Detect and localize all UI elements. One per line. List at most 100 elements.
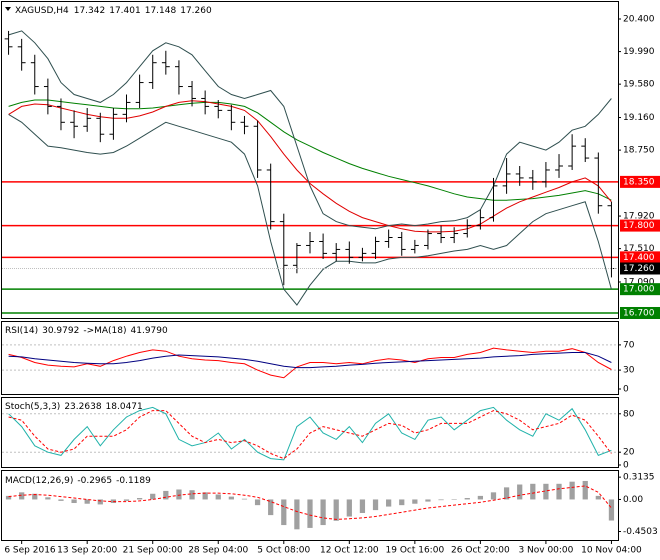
histogram-bar bbox=[97, 499, 103, 505]
stoch-header: Stoch(5,3,3) 23.2638 18.0471 bbox=[5, 402, 143, 412]
histogram-bar bbox=[281, 499, 287, 526]
stoch-signal-value: 18.0471 bbox=[106, 402, 143, 412]
level-tag bbox=[620, 175, 660, 188]
histogram-bar bbox=[608, 499, 615, 521]
x-tick-label: 28 Sep 04:00 bbox=[188, 546, 248, 556]
x-tick-label: 10 Nov 04:00 bbox=[581, 546, 642, 556]
level-label: 17.000 bbox=[623, 285, 655, 295]
x-tick-label: 12 Oct 12:00 bbox=[320, 546, 379, 556]
level-tag bbox=[620, 306, 660, 319]
menu-triangle bbox=[5, 7, 11, 11]
histogram-bar bbox=[346, 499, 352, 517]
histogram-bar bbox=[386, 499, 392, 507]
histogram-bar bbox=[464, 498, 470, 500]
x-tick-label: 19 Oct 16:00 bbox=[386, 546, 445, 556]
y-tick-label: 70 bbox=[623, 340, 635, 350]
histogram-bar bbox=[32, 493, 38, 500]
x-tick-label: 5 Oct 08:00 bbox=[257, 546, 310, 556]
histogram-bar bbox=[530, 483, 536, 500]
histogram-bar bbox=[307, 499, 313, 528]
y-tick-label: 20 bbox=[623, 448, 635, 458]
main-frame bbox=[1, 1, 619, 319]
y-tick-label: 19.580 bbox=[623, 80, 655, 90]
histogram-bar bbox=[451, 499, 457, 500]
indicator-line bbox=[8, 113, 612, 306]
histogram-bar bbox=[359, 499, 366, 513]
histogram-bar bbox=[438, 499, 444, 501]
indicator-line bbox=[8, 100, 612, 233]
histogram-bar bbox=[556, 483, 562, 500]
macd-signal-value: -0.1189 bbox=[116, 476, 151, 486]
histogram-bar bbox=[241, 498, 248, 500]
macd-frame bbox=[1, 470, 619, 541]
histogram-bar bbox=[595, 495, 601, 500]
histogram-bar bbox=[176, 489, 182, 500]
y-tick-label: 18.750 bbox=[623, 146, 655, 156]
x-tick-label: 21 Sep 00:00 bbox=[123, 546, 183, 556]
histogram-bar bbox=[582, 480, 588, 500]
indicator-line bbox=[8, 347, 612, 379]
histogram-bar bbox=[136, 498, 143, 500]
histogram-bar bbox=[268, 499, 274, 516]
y-tick-label: 0 bbox=[623, 385, 629, 395]
histogram-bar bbox=[503, 487, 510, 500]
histogram-bar bbox=[333, 499, 339, 521]
indicator-line bbox=[8, 352, 612, 369]
y-tick-label: 0.00 bbox=[623, 495, 643, 505]
rsi-header: RSI(14) 30.9792 ->MA(18) 41.9790 bbox=[5, 326, 168, 336]
close-value: 17.260 bbox=[180, 6, 212, 16]
y-tick-label: 17.920 bbox=[623, 212, 655, 222]
macd-title: MACD(12,26,9) bbox=[5, 476, 73, 486]
histogram-bar bbox=[228, 496, 234, 500]
open-value: 17.342 bbox=[74, 6, 106, 16]
histogram-bar bbox=[543, 483, 549, 500]
histogram-bar bbox=[189, 490, 195, 500]
histogram-bar bbox=[569, 481, 575, 500]
last-price-label: 17.260 bbox=[623, 264, 655, 274]
x-tick-label: 26 Oct 20:00 bbox=[451, 546, 510, 556]
level-label: 18.350 bbox=[623, 177, 655, 187]
histogram-bar bbox=[123, 499, 130, 501]
high-value: 17.401 bbox=[109, 6, 141, 16]
y-tick-label: 0.3135 bbox=[623, 473, 655, 483]
indicator-line bbox=[8, 99, 612, 201]
macd-header: MACD(12,26,9) -0.2965 -0.1189 bbox=[5, 476, 151, 486]
last-price-tag bbox=[620, 262, 660, 275]
histogram-bar bbox=[58, 499, 64, 501]
main-header: XAGUSD,H4 17.342 17.401 17.148 17.260 bbox=[15, 6, 212, 16]
y-tick-label: 17.510 bbox=[623, 244, 655, 254]
histogram-bar bbox=[517, 484, 523, 500]
level-label: 17.400 bbox=[623, 253, 655, 263]
rsi-value: 30.9792 bbox=[42, 326, 79, 336]
level-label: 16.700 bbox=[623, 308, 655, 318]
level-tag bbox=[620, 219, 660, 232]
histogram-bar bbox=[425, 499, 431, 502]
level-tag bbox=[620, 283, 660, 296]
histogram-bar bbox=[19, 492, 25, 500]
y-tick-label: -0.4503 bbox=[623, 527, 658, 537]
histogram-bar bbox=[150, 493, 156, 500]
y-tick-label: 17.090 bbox=[623, 278, 655, 288]
macd-value: -0.2965 bbox=[77, 476, 112, 486]
x-tick-label: 13 Sep 20:00 bbox=[57, 546, 117, 556]
y-tick-label: 19.160 bbox=[623, 113, 655, 123]
low-value: 17.148 bbox=[145, 6, 177, 16]
histogram-bar bbox=[215, 494, 221, 500]
rsi-frame bbox=[1, 321, 619, 395]
indicator-line bbox=[8, 406, 612, 461]
rsi-ma-value: 41.9790 bbox=[131, 326, 168, 336]
x-tick-label: 3 Nov 00:00 bbox=[518, 546, 573, 556]
indicator-line bbox=[8, 30, 612, 230]
rsi-ma-name: ->MA(18) bbox=[83, 326, 126, 336]
histogram-bar bbox=[372, 499, 379, 511]
symbol: XAGUSD,H4 bbox=[15, 6, 69, 16]
histogram-bar bbox=[5, 495, 12, 500]
histogram-bar bbox=[202, 492, 208, 500]
histogram-bar bbox=[477, 495, 484, 500]
histogram-bar bbox=[71, 499, 77, 504]
stoch-title: Stoch(5,3,3) bbox=[5, 402, 60, 412]
histogram-bar bbox=[320, 499, 326, 526]
histogram-bar bbox=[254, 499, 261, 506]
plot-layer: 20.400 19.990 19.580 19.160 18.750 17.920 17.5… bbox=[2, 15, 660, 556]
